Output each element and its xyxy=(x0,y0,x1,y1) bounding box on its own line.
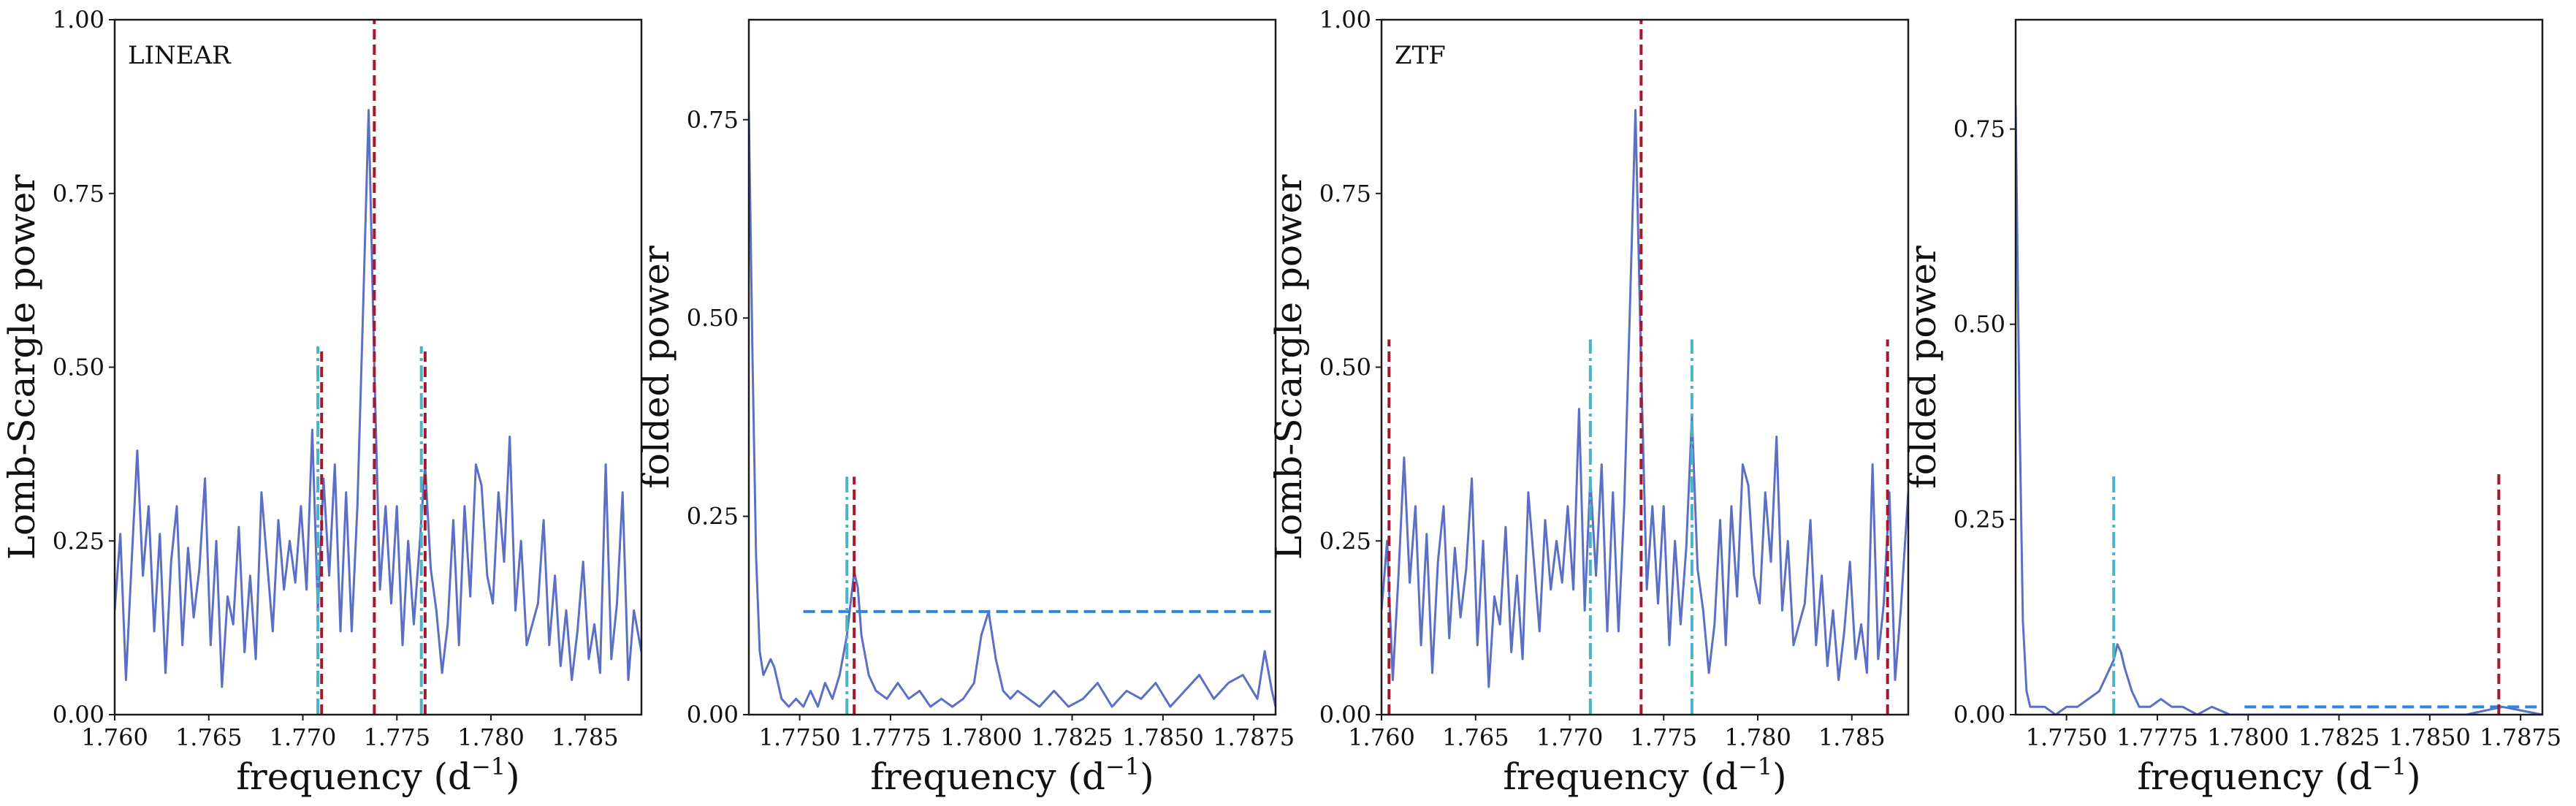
x-tick-label: 1.7850 xyxy=(2389,723,2471,751)
x-axis-label-main: frequency (d xyxy=(236,756,471,798)
y-tick-label: 1.00 xyxy=(53,6,104,34)
y-tick-label: 0.50 xyxy=(53,354,104,381)
y-tick-label: 0.00 xyxy=(1954,701,2005,729)
x-tick-label: 1.7875 xyxy=(2480,723,2561,751)
x-tick-label: 1.775 xyxy=(1630,723,1697,751)
x-tick-label: 1.7775 xyxy=(2116,723,2198,751)
x-axis-label-tail: ) xyxy=(506,756,520,798)
x-axis-label: frequency (d−1) xyxy=(1503,753,1786,798)
y-tick-label: 0.50 xyxy=(1954,311,2005,338)
y-axis-label: folded power xyxy=(635,246,677,489)
y-tick-label: 0.00 xyxy=(1319,701,1371,729)
power-curve xyxy=(749,111,1276,708)
x-tick-label: 1.7825 xyxy=(2298,723,2380,751)
x-axis-label-main: frequency (d xyxy=(870,756,1105,798)
x-tick-label: 1.7800 xyxy=(2207,723,2289,751)
y-tick-label: 0.00 xyxy=(53,701,104,729)
x-tick-label: 1.780 xyxy=(457,723,525,751)
power-curve xyxy=(115,109,641,688)
x-tick-label: 1.760 xyxy=(1348,723,1415,751)
x-tick-label: 1.770 xyxy=(1536,723,1604,751)
y-axis-label: Lomb-Scargle power xyxy=(1,175,43,560)
y-tick-label: 0.75 xyxy=(1954,115,2005,143)
y-tick-label: 0.25 xyxy=(53,527,104,555)
y-tick-label: 0.50 xyxy=(1319,354,1371,381)
y-tick-label: 0.75 xyxy=(53,180,104,208)
x-tick-label: 1.760 xyxy=(81,723,148,751)
x-axis-label-sup: −1 xyxy=(471,753,506,780)
x-axis-label-main: frequency (d xyxy=(2137,756,2372,798)
x-axis-label-tail: ) xyxy=(1772,756,1787,798)
x-tick-label: 1.785 xyxy=(1818,723,1886,751)
x-axis-label-sup: −1 xyxy=(1738,753,1772,780)
x-tick-label: 1.785 xyxy=(552,723,619,751)
plot-data xyxy=(115,20,641,715)
y-axis-label: Lomb-Scargle power xyxy=(1268,175,1310,560)
x-axis-label-main: frequency (d xyxy=(1503,756,1738,798)
x-tick-label: 1.7800 xyxy=(940,723,1022,751)
axes-frame xyxy=(2014,18,2544,716)
y-tick-label: 0.25 xyxy=(1319,527,1371,555)
x-axis-label: frequency (d−1) xyxy=(870,753,1154,798)
chart-panel-2: 1.7750 1.7775 1.7800 1.7825 1.7850 1.7875 0.00… xyxy=(635,18,1295,798)
plot-data xyxy=(749,111,1276,715)
x-tick-label: 1.7775 xyxy=(850,723,931,751)
chart-panel-3: 1.760 1.765 1.770 1.775 1.780 1.785 0.00 0.25 0.… xyxy=(1268,6,1910,798)
plot-data xyxy=(1382,20,1908,715)
x-tick-label: 1.7825 xyxy=(1032,723,1113,751)
x-tick-label: 1.770 xyxy=(270,723,337,751)
y-tick-label: 0.75 xyxy=(687,106,739,134)
x-tick-label: 1.780 xyxy=(1724,723,1791,751)
x-axis-label: frequency (d−1) xyxy=(236,753,519,798)
plot-data xyxy=(2016,105,2542,715)
chart-panel-4: 1.7750 1.7775 1.7800 1.7825 1.7850 1.7875 0.00… xyxy=(1902,18,2561,798)
y-axis-label: folded power xyxy=(1902,246,1944,489)
x-tick-label: 1.7850 xyxy=(1122,723,1204,751)
chart-panel-1: 1.760 1.765 1.770 1.775 1.780 1.785 0.00 0.25 0.… xyxy=(1,6,643,798)
x-tick-label: 1.7750 xyxy=(2026,723,2108,751)
x-axis-label-sup: −1 xyxy=(2372,753,2407,780)
x-tick-label: 1.7875 xyxy=(1213,723,1295,751)
y-tick-label: 0.75 xyxy=(1319,180,1371,208)
x-axis-label-tail: ) xyxy=(2407,756,2421,798)
x-tick-label: 1.7750 xyxy=(759,723,841,751)
y-tick-label: 0.25 xyxy=(1954,506,2005,533)
x-tick-label: 1.765 xyxy=(175,723,243,751)
axes-frame xyxy=(747,18,1277,716)
power-curve xyxy=(1382,109,1908,688)
y-tick-label: 1.00 xyxy=(1319,6,1371,34)
y-tick-label: 0.50 xyxy=(687,304,739,332)
x-axis-label: frequency (d−1) xyxy=(2137,753,2420,798)
panel-label: ZTF xyxy=(1395,41,1446,70)
x-tick-label: 1.765 xyxy=(1442,723,1509,751)
x-axis-label-sup: −1 xyxy=(1105,753,1140,780)
panel-label: LINEAR xyxy=(128,41,232,70)
x-tick-label: 1.775 xyxy=(363,723,430,751)
x-axis-label-tail: ) xyxy=(1140,756,1154,798)
power-curve xyxy=(2016,105,2542,715)
y-tick-label: 0.00 xyxy=(687,701,739,729)
y-tick-label: 0.25 xyxy=(687,503,739,531)
